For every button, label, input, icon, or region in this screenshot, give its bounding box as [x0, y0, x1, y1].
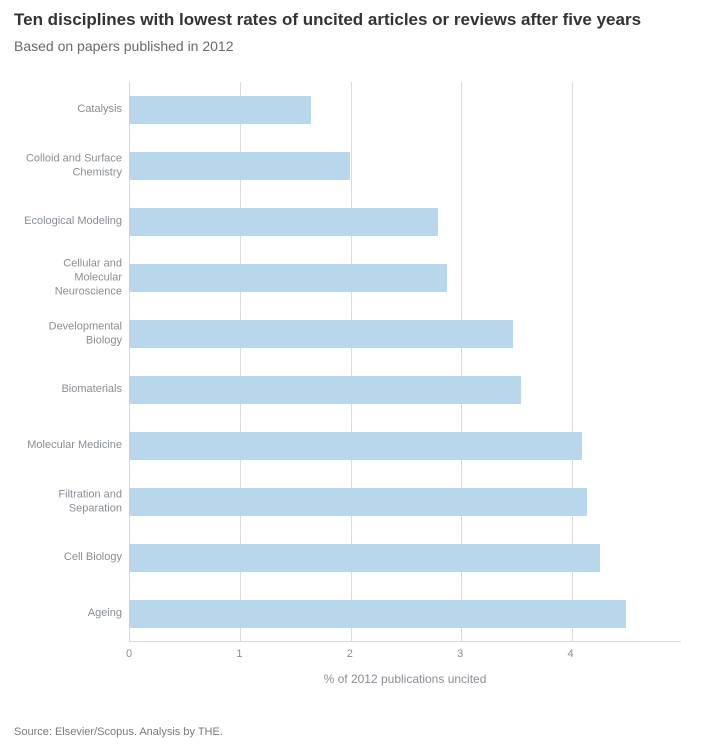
category-label: Catalysis	[14, 103, 122, 117]
category-label: Developmental Biology	[14, 320, 122, 348]
bar-row: Molecular Medicine	[14, 418, 682, 474]
bar	[129, 432, 582, 460]
category-label: Molecular Medicine	[14, 439, 122, 453]
bar	[129, 208, 438, 236]
bar	[129, 264, 447, 292]
x-axis-title: % of 2012 publications uncited	[324, 672, 487, 686]
bar-row: Filtration and Separation	[14, 474, 682, 530]
bar-row: Cellular and Molecular Neuroscience	[14, 250, 682, 306]
x-tick-label: 2	[347, 648, 353, 660]
category-label: Filtration and Separation	[14, 488, 122, 516]
category-label: Colloid and Surface Chemistry	[14, 152, 122, 180]
bar-row: Cell Biology	[14, 530, 682, 586]
bar	[129, 152, 350, 180]
chart-title: Ten disciplines with lowest rates of unc…	[14, 10, 687, 30]
category-label: Ecological Modeling	[14, 215, 122, 229]
x-tick-label: 3	[457, 648, 463, 660]
category-label: Ageing	[14, 607, 122, 621]
x-tick-label: 0	[126, 648, 132, 660]
bar	[129, 96, 311, 124]
bar-row: Ageing	[14, 586, 682, 642]
bar	[129, 488, 587, 516]
bar-row: Catalysis	[14, 82, 682, 138]
bar-row: Biomaterials	[14, 362, 682, 418]
category-label: Cellular and Molecular Neuroscience	[14, 257, 122, 298]
x-tick-label: 4	[568, 648, 574, 660]
source-attribution: Source: Elsevier/Scopus. Analysis by THE…	[14, 726, 223, 738]
category-label: Cell Biology	[14, 551, 122, 565]
bar	[129, 320, 513, 348]
bar-row: Ecological Modeling	[14, 194, 682, 250]
bar-row: Colloid and Surface Chemistry	[14, 138, 682, 194]
category-label: Biomaterials	[14, 383, 122, 397]
bar	[129, 600, 626, 628]
chart-area: 0 1 2 3 4 % of 2012 publications uncited Catal…	[14, 82, 682, 692]
bar	[129, 376, 521, 404]
x-tick-label: 1	[236, 648, 242, 660]
bar	[129, 544, 600, 572]
chart-subtitle: Based on papers published in 2012	[14, 38, 687, 54]
bar-row: Developmental Biology	[14, 306, 682, 362]
